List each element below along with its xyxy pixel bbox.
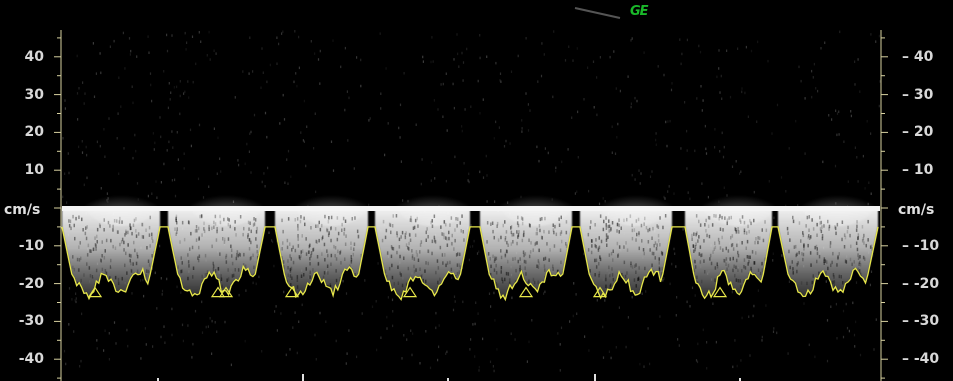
spectral-beat <box>480 208 572 300</box>
peak-triangle-marker <box>712 286 728 298</box>
right-tick-label: – -20 <box>902 275 940 292</box>
right-tick-label: – 20 <box>902 124 934 141</box>
left-tick-label: -40 <box>18 351 44 368</box>
spectral-envelope-group <box>62 208 878 300</box>
peak-markers <box>87 286 728 298</box>
left-tick-label: 30 <box>24 86 44 103</box>
right-tick-label: – -30 <box>902 313 940 330</box>
spectral-beat <box>778 208 878 297</box>
left-unit-label: cm/s <box>4 202 41 218</box>
ge-logo: GE <box>630 4 649 19</box>
left-tick-label: 40 <box>24 48 44 65</box>
right-tick-label: – -40 <box>902 351 940 368</box>
spectral-beat <box>275 208 368 297</box>
spectral-beat <box>62 208 160 299</box>
right-tick-label: – -10 <box>902 237 940 254</box>
spectral-beat <box>685 208 772 299</box>
left-tick-label: -30 <box>18 313 44 330</box>
peak-triangle-marker <box>87 286 103 298</box>
left-tick-label: -10 <box>18 237 44 254</box>
spectral-beat <box>580 208 672 298</box>
velocity-envelope-trace <box>61 226 879 302</box>
right-tick-label: – 30 <box>902 86 934 103</box>
left-tick-label: -20 <box>18 275 44 292</box>
peak-triangle-marker <box>284 286 300 298</box>
peak-triangle-marker <box>402 286 418 298</box>
left-tick-label: 20 <box>24 124 44 141</box>
transducer-mark <box>574 7 621 19</box>
peak-triangle-marker <box>518 286 534 298</box>
spectral-beat <box>375 208 470 300</box>
left-tick-label: 10 <box>24 162 44 179</box>
peak-triangle-marker <box>218 286 234 298</box>
zero-baseline <box>62 206 880 211</box>
peak-triangle-marker <box>210 286 226 298</box>
right-tick-label: – 10 <box>902 162 934 179</box>
peak-triangle-marker <box>592 286 608 298</box>
right-tick-label: – 40 <box>902 48 934 65</box>
right-unit-label: cm/s <box>898 202 935 218</box>
